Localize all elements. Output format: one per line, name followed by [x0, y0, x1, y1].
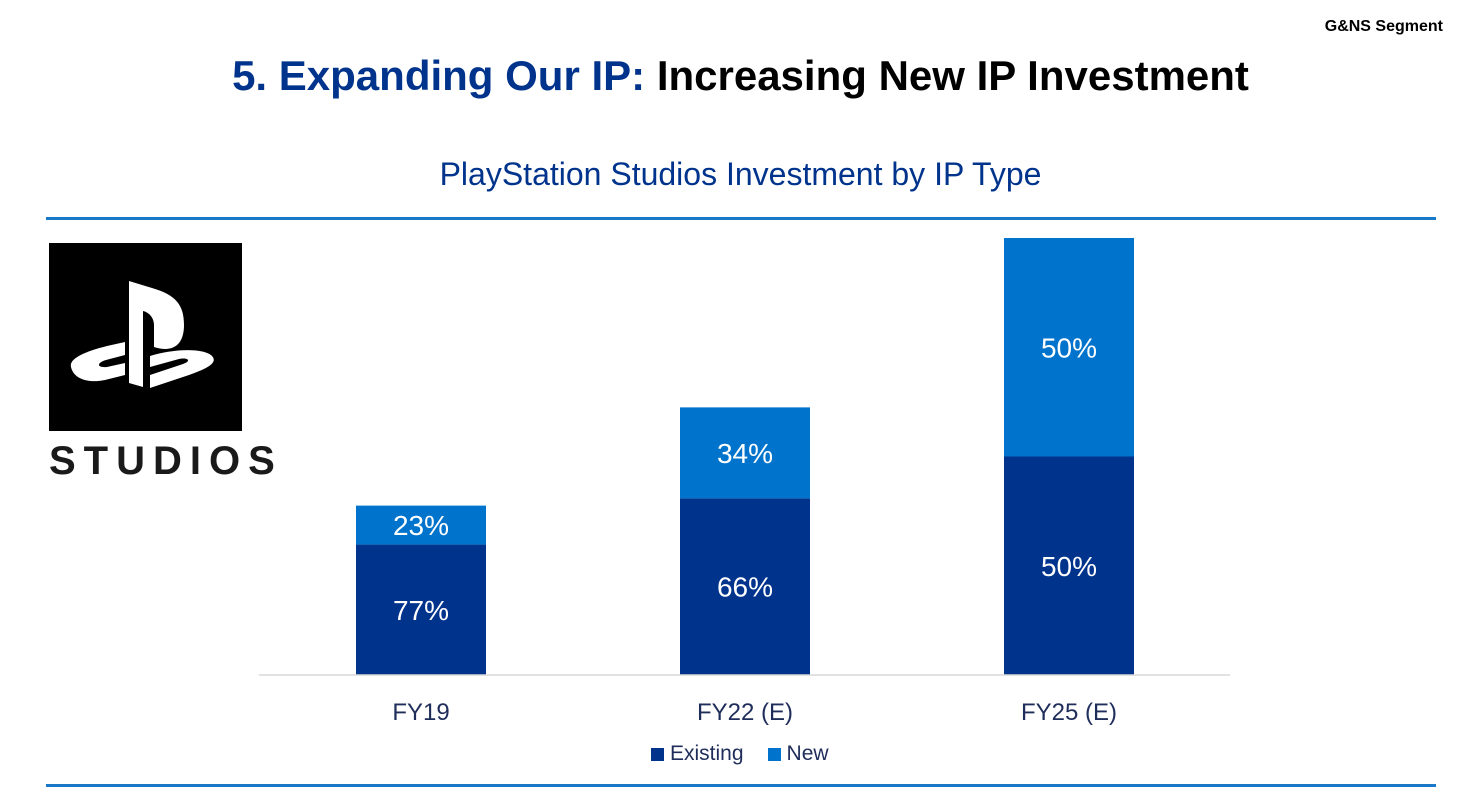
bar-existing-3 — [1004, 456, 1134, 675]
chart-legend: Existing New — [651, 741, 853, 767]
bar-new-3 — [1004, 238, 1134, 457]
top-divider — [46, 217, 1436, 220]
legend-item-existing: Existing — [651, 741, 744, 767]
chart-title: PlayStation Studios Investment by IP Typ… — [439, 156, 1042, 192]
playstation-icon — [49, 243, 242, 431]
bar-new-1 — [356, 505, 486, 545]
bar-new-2 — [680, 407, 810, 499]
bar-existing-2 — [680, 498, 810, 675]
data-label-existing-3: 50% — [1041, 551, 1097, 582]
data-label-existing-2: 66% — [717, 572, 773, 603]
slide-title: 5. Expanding Our IP: Increasing New IP I… — [0, 50, 1481, 102]
x-tick-label-2: FY22 (E) — [697, 699, 793, 726]
data-label-new-2: 34% — [717, 438, 773, 469]
data-label-new-3: 50% — [1041, 332, 1097, 363]
legend-swatch-existing — [651, 747, 664, 761]
legend-item-new: New — [767, 741, 829, 767]
x-tick-label-3: FY25 (E) — [1021, 699, 1117, 726]
x-tick-label-1: FY19 — [392, 699, 449, 726]
slide-title-main: Increasing New IP Investment — [656, 52, 1249, 99]
bar-existing-1 — [356, 544, 486, 675]
legend-swatch-new — [767, 747, 781, 761]
slide-title-prefix: 5. Expanding Our IP: — [232, 52, 646, 99]
data-label-new-1: 23% — [393, 510, 449, 541]
playstation-studios-logo: STUDIOS — [49, 243, 283, 483]
data-label-existing-1: 77% — [393, 595, 449, 626]
legend-label-new: New — [786, 742, 829, 765]
logo-text: STUDIOS — [49, 439, 283, 483]
x-axis-labels: FY19 FY22 (E) FY25 (E) — [392, 699, 1117, 726]
bottom-divider — [46, 784, 1436, 787]
segment-label: G&NS Segment — [1324, 18, 1443, 35]
legend-label-existing: Existing — [670, 742, 744, 765]
bars-group: 77% 23% 66% 34% 50% 50% — [356, 238, 1134, 675]
